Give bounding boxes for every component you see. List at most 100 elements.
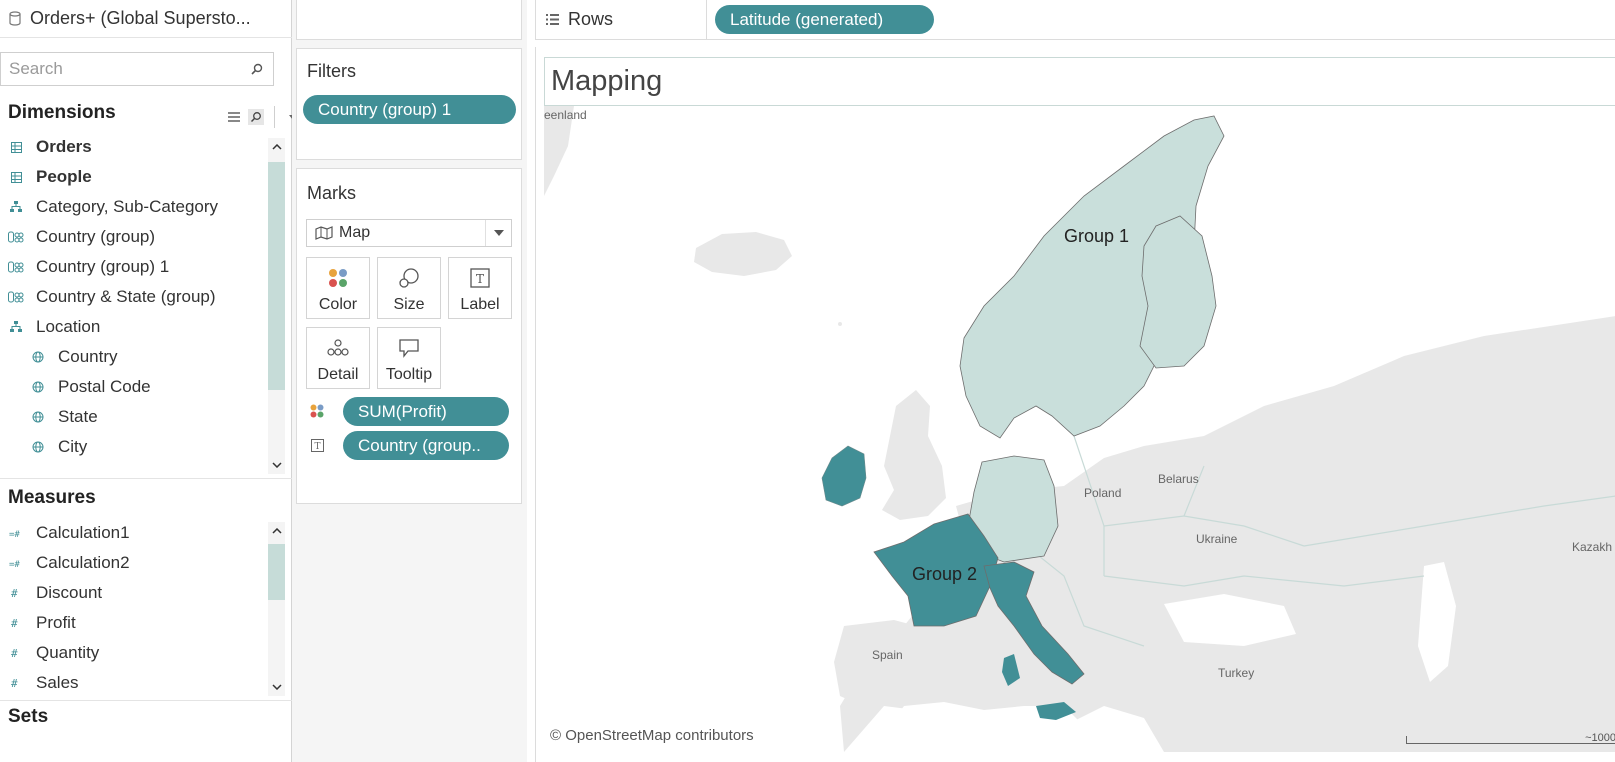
find-field-icon[interactable]: [248, 109, 264, 125]
region-sardinia[interactable]: [1002, 654, 1020, 686]
dimension-item-people[interactable]: People: [0, 162, 268, 192]
measure-item-discount[interactable]: # Discount: [0, 578, 268, 608]
scroll-down-icon[interactable]: [268, 678, 285, 696]
map-label-kazakhstan: Kazakh: [1572, 540, 1613, 554]
dimensions-toolbar: [226, 106, 301, 128]
label-icon: T: [468, 266, 492, 290]
dimension-item-country-group-1[interactable]: Country (group) 1: [0, 252, 268, 282]
svg-text:=#: =#: [9, 560, 20, 569]
measure-label: Profit: [36, 613, 76, 632]
dimension-label: Country & State (group): [36, 287, 216, 306]
size-label: Size: [393, 296, 425, 313]
dimension-label: Orders: [36, 137, 92, 156]
globe-icon: [30, 349, 46, 365]
dimensions-scrollbar[interactable]: [268, 138, 285, 474]
dimension-item-country-state-group[interactable]: Country & State (group): [0, 282, 268, 312]
group-icon: [8, 229, 24, 245]
region-sicily[interactable]: [1036, 702, 1076, 720]
region-germany[interactable]: [967, 455, 1059, 563]
encoding-pill-country-group[interactable]: Country (group..: [343, 431, 509, 460]
group-label-1: Group 1: [1064, 226, 1130, 246]
scroll-thumb[interactable]: [268, 544, 285, 600]
toolbar-separator: [274, 106, 275, 128]
search-icon: [247, 59, 267, 79]
tooltip-button[interactable]: Tooltip: [377, 327, 441, 389]
dimension-item-country-group[interactable]: Country (group): [0, 222, 268, 252]
dimension-label: City: [58, 437, 88, 456]
data-pane: Orders+ (Global Supersto... Search Dimen…: [0, 0, 297, 762]
tooltip-label: Tooltip: [385, 366, 433, 383]
measure-icon: #: [8, 615, 24, 631]
scroll-down-icon[interactable]: [268, 456, 285, 474]
datasource-name: Orders+ (Global Supersto...: [30, 8, 251, 28]
datasource-icon: [8, 10, 22, 27]
dimension-label: Category, Sub-Category: [36, 197, 219, 216]
dimension-item-country[interactable]: Country: [0, 342, 268, 372]
dimension-item-category-sub-category[interactable]: Category, Sub-Category: [0, 192, 268, 222]
measures-scrollbar[interactable]: [268, 522, 285, 696]
measures-list: =# Calculation1 =# Calculation2 # Discou…: [0, 518, 268, 698]
filters-card[interactable]: Filters Country (group) 1: [296, 48, 522, 160]
region-ireland[interactable]: [821, 445, 867, 507]
detail-button[interactable]: Detail: [306, 327, 370, 389]
search-input[interactable]: Search: [0, 52, 274, 86]
group-icon: [8, 289, 24, 305]
mark-type-dropdown[interactable]: Map: [306, 219, 512, 247]
hierarchy-icon: [8, 319, 24, 335]
measure-icon: #: [8, 645, 24, 661]
rows-shelf[interactable]: Rows Latitude (generated): [535, 0, 1615, 40]
measure-icon: #: [8, 585, 24, 601]
size-button[interactable]: Size: [377, 257, 441, 319]
dimension-item-postal-code[interactable]: Postal Code: [0, 372, 268, 402]
filter-pill[interactable]: Country (group) 1: [303, 95, 516, 124]
map-label-ukraine: Ukraine: [1196, 532, 1238, 546]
region-finland[interactable]: [1139, 215, 1217, 369]
measure-label: Discount: [36, 583, 103, 602]
map-attribution[interactable]: © OpenStreetMap contributors: [550, 727, 754, 744]
pages-shelf[interactable]: [296, 0, 522, 40]
dimension-item-orders[interactable]: Orders: [0, 132, 268, 162]
measure-item-quantity[interactable]: # Quantity: [0, 638, 268, 668]
detail-icon: [326, 336, 350, 360]
dimensions-heading: Dimensions: [8, 102, 116, 123]
map-scale-text: ~1000: [1585, 732, 1615, 744]
tooltip-icon: [397, 336, 421, 360]
measure-icon: #: [8, 675, 24, 691]
measure-item-profit[interactable]: # Profit: [0, 608, 268, 638]
region-france[interactable]: [873, 513, 999, 627]
scroll-up-icon[interactable]: [268, 138, 285, 156]
dimensions-list: Orders People Category, Sub-Category Cou…: [0, 132, 268, 462]
dimension-label: Country (group) 1: [36, 257, 170, 276]
measure-item-sales[interactable]: # Sales: [0, 668, 268, 698]
scroll-thumb[interactable]: [268, 162, 285, 390]
svg-text:=#: =#: [9, 530, 20, 539]
dimension-label: Country (group): [36, 227, 156, 246]
svg-text:#: #: [11, 587, 18, 599]
svg-text:T: T: [476, 272, 484, 286]
svg-text:#: #: [11, 647, 18, 659]
measure-item-calculation1[interactable]: =# Calculation1: [0, 518, 268, 548]
svg-text:T: T: [314, 442, 320, 452]
map-icon: [315, 225, 335, 241]
chevron-down-icon[interactable]: [485, 220, 511, 246]
dimension-item-location[interactable]: Location: [0, 312, 268, 342]
map-label-spain: Spain: [872, 648, 903, 662]
svg-text:#: #: [11, 677, 18, 689]
color-button[interactable]: Color: [306, 257, 370, 319]
datasource-item[interactable]: Orders+ (Global Supersto...: [0, 0, 292, 38]
dimension-item-city[interactable]: City: [0, 432, 268, 462]
measure-label: Sales: [36, 673, 79, 692]
rows-pill-latitude[interactable]: Latitude (generated): [715, 5, 934, 34]
measure-item-calculation2[interactable]: =# Calculation2: [0, 548, 268, 578]
size-icon: [397, 266, 421, 290]
map-view[interactable]: eenland Poland Belarus Ukraine Spain Tur…: [544, 106, 1615, 752]
dimension-item-state[interactable]: State: [0, 402, 268, 432]
scroll-up-icon[interactable]: [268, 522, 285, 540]
view-title-box[interactable]: Mapping: [544, 57, 1615, 106]
encoding-pill-sum-profit[interactable]: SUM(Profit): [343, 397, 509, 426]
label-button[interactable]: T Label: [448, 257, 512, 319]
label-label: Label: [460, 296, 500, 313]
view-list-icon[interactable]: [226, 109, 242, 125]
region-italy[interactable]: [983, 561, 1085, 685]
group-icon: [8, 259, 24, 275]
